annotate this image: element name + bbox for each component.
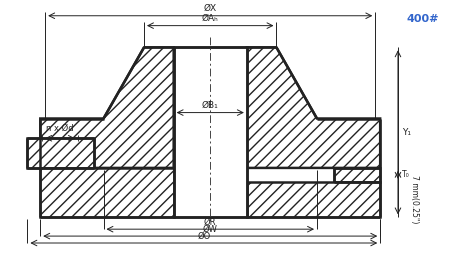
Polygon shape — [28, 138, 94, 168]
Polygon shape — [40, 47, 174, 168]
Text: 400#: 400# — [406, 14, 438, 24]
Text: ØB₁: ØB₁ — [202, 101, 218, 110]
Polygon shape — [246, 47, 379, 168]
Text: Y₁: Y₁ — [401, 128, 410, 137]
Polygon shape — [40, 168, 174, 217]
Polygon shape — [246, 182, 379, 217]
Text: ØW: ØW — [202, 225, 217, 234]
Polygon shape — [174, 47, 246, 217]
Text: ØAₕ: ØAₕ — [202, 14, 218, 23]
Text: n x Ød: n x Ød — [46, 123, 74, 132]
Text: 7 mm(0.25"): 7 mm(0.25") — [409, 175, 418, 224]
Polygon shape — [333, 168, 379, 182]
Text: ØX: ØX — [203, 4, 216, 13]
Text: T₀: T₀ — [401, 170, 409, 179]
Text: ØR: ØR — [203, 218, 216, 227]
Text: ØO: ØO — [197, 232, 210, 241]
